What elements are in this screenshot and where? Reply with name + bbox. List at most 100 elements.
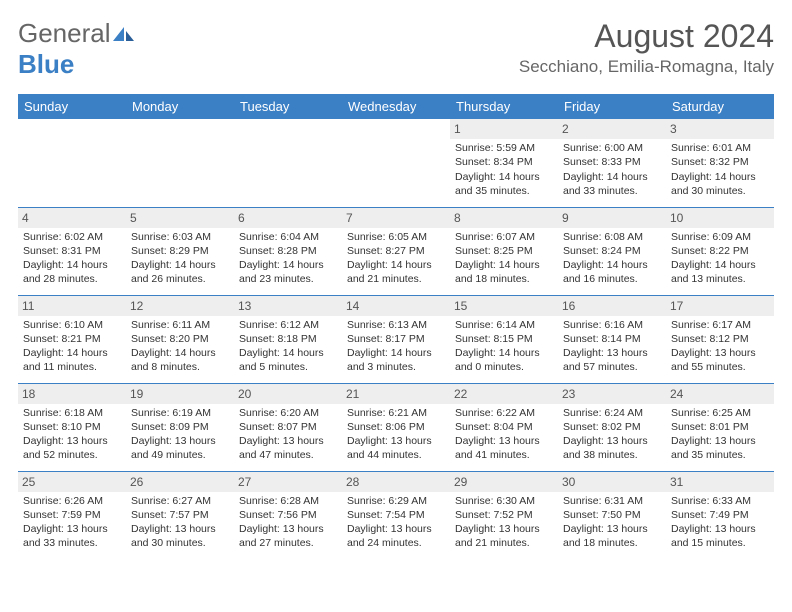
sunset-line: Sunset: 7:49 PM — [671, 508, 769, 522]
sunrise-line: Sunrise: 6:21 AM — [347, 406, 445, 420]
day-number: 5 — [126, 208, 234, 228]
day-info: Sunrise: 6:31 AMSunset: 7:50 PMDaylight:… — [562, 494, 662, 551]
day-info: Sunrise: 6:09 AMSunset: 8:22 PMDaylight:… — [670, 230, 770, 287]
day-info: Sunrise: 6:13 AMSunset: 8:17 PMDaylight:… — [346, 318, 446, 375]
day-number: 28 — [342, 472, 450, 492]
calendar-day-cell: 29Sunrise: 6:30 AMSunset: 7:52 PMDayligh… — [450, 471, 558, 559]
sunrise-line: Sunrise: 6:27 AM — [131, 494, 229, 508]
sunset-line: Sunset: 8:20 PM — [131, 332, 229, 346]
day-info: Sunrise: 6:16 AMSunset: 8:14 PMDaylight:… — [562, 318, 662, 375]
calendar-day-cell — [126, 119, 234, 207]
sunrise-line: Sunrise: 6:19 AM — [131, 406, 229, 420]
daylight-line: Daylight: 13 hours and 47 minutes. — [239, 434, 337, 462]
weekday-header: Monday — [126, 94, 234, 119]
sunset-line: Sunset: 8:10 PM — [23, 420, 121, 434]
calendar-day-cell: 11Sunrise: 6:10 AMSunset: 8:21 PMDayligh… — [18, 295, 126, 383]
sunset-line: Sunset: 8:18 PM — [239, 332, 337, 346]
sunset-line: Sunset: 8:04 PM — [455, 420, 553, 434]
daylight-line: Daylight: 14 hours and 8 minutes. — [131, 346, 229, 374]
day-info: Sunrise: 6:03 AMSunset: 8:29 PMDaylight:… — [130, 230, 230, 287]
sunrise-line: Sunrise: 6:10 AM — [23, 318, 121, 332]
daylight-line: Daylight: 13 hours and 18 minutes. — [563, 522, 661, 550]
daylight-line: Daylight: 14 hours and 26 minutes. — [131, 258, 229, 286]
day-info: Sunrise: 6:12 AMSunset: 8:18 PMDaylight:… — [238, 318, 338, 375]
sunrise-line: Sunrise: 6:01 AM — [671, 141, 769, 155]
weekday-header: Sunday — [18, 94, 126, 119]
calendar-day-cell: 27Sunrise: 6:28 AMSunset: 7:56 PMDayligh… — [234, 471, 342, 559]
day-info: Sunrise: 6:30 AMSunset: 7:52 PMDaylight:… — [454, 494, 554, 551]
day-info: Sunrise: 6:08 AMSunset: 8:24 PMDaylight:… — [562, 230, 662, 287]
day-number: 31 — [666, 472, 774, 492]
daylight-line: Daylight: 13 hours and 27 minutes. — [239, 522, 337, 550]
calendar-day-cell: 4Sunrise: 6:02 AMSunset: 8:31 PMDaylight… — [18, 207, 126, 295]
daylight-line: Daylight: 14 hours and 30 minutes. — [671, 170, 769, 198]
sunset-line: Sunset: 7:54 PM — [347, 508, 445, 522]
sunrise-line: Sunrise: 6:29 AM — [347, 494, 445, 508]
daylight-line: Daylight: 14 hours and 3 minutes. — [347, 346, 445, 374]
day-number: 30 — [558, 472, 666, 492]
sunset-line: Sunset: 8:07 PM — [239, 420, 337, 434]
day-info: Sunrise: 6:26 AMSunset: 7:59 PMDaylight:… — [22, 494, 122, 551]
day-number: 12 — [126, 296, 234, 316]
sunrise-line: Sunrise: 6:28 AM — [239, 494, 337, 508]
calendar-day-cell: 31Sunrise: 6:33 AMSunset: 7:49 PMDayligh… — [666, 471, 774, 559]
calendar-day-cell: 26Sunrise: 6:27 AMSunset: 7:57 PMDayligh… — [126, 471, 234, 559]
calendar-day-cell: 18Sunrise: 6:18 AMSunset: 8:10 PMDayligh… — [18, 383, 126, 471]
sunset-line: Sunset: 8:34 PM — [455, 155, 553, 169]
daylight-line: Daylight: 13 hours and 33 minutes. — [23, 522, 121, 550]
weekday-header: Thursday — [450, 94, 558, 119]
day-number: 9 — [558, 208, 666, 228]
day-info: Sunrise: 6:21 AMSunset: 8:06 PMDaylight:… — [346, 406, 446, 463]
calendar-day-cell: 5Sunrise: 6:03 AMSunset: 8:29 PMDaylight… — [126, 207, 234, 295]
calendar-day-cell: 10Sunrise: 6:09 AMSunset: 8:22 PMDayligh… — [666, 207, 774, 295]
daylight-line: Daylight: 13 hours and 57 minutes. — [563, 346, 661, 374]
sunrise-line: Sunrise: 6:20 AM — [239, 406, 337, 420]
day-info: Sunrise: 6:20 AMSunset: 8:07 PMDaylight:… — [238, 406, 338, 463]
sunrise-line: Sunrise: 6:03 AM — [131, 230, 229, 244]
calendar-day-cell: 8Sunrise: 6:07 AMSunset: 8:25 PMDaylight… — [450, 207, 558, 295]
day-number: 24 — [666, 384, 774, 404]
day-number: 19 — [126, 384, 234, 404]
daylight-line: Daylight: 14 hours and 11 minutes. — [23, 346, 121, 374]
calendar-day-cell: 19Sunrise: 6:19 AMSunset: 8:09 PMDayligh… — [126, 383, 234, 471]
sunset-line: Sunset: 8:32 PM — [671, 155, 769, 169]
day-info: Sunrise: 6:27 AMSunset: 7:57 PMDaylight:… — [130, 494, 230, 551]
day-info: Sunrise: 6:01 AMSunset: 8:32 PMDaylight:… — [670, 141, 770, 198]
daylight-line: Daylight: 14 hours and 21 minutes. — [347, 258, 445, 286]
calendar-day-cell: 1Sunrise: 5:59 AMSunset: 8:34 PMDaylight… — [450, 119, 558, 207]
sunrise-line: Sunrise: 6:08 AM — [563, 230, 661, 244]
day-info: Sunrise: 6:10 AMSunset: 8:21 PMDaylight:… — [22, 318, 122, 375]
sunrise-line: Sunrise: 5:59 AM — [455, 141, 553, 155]
day-info: Sunrise: 6:29 AMSunset: 7:54 PMDaylight:… — [346, 494, 446, 551]
day-number: 2 — [558, 119, 666, 139]
calendar-day-cell: 7Sunrise: 6:05 AMSunset: 8:27 PMDaylight… — [342, 207, 450, 295]
sunrise-line: Sunrise: 6:00 AM — [563, 141, 661, 155]
sunset-line: Sunset: 7:50 PM — [563, 508, 661, 522]
calendar-day-cell: 17Sunrise: 6:17 AMSunset: 8:12 PMDayligh… — [666, 295, 774, 383]
sunset-line: Sunset: 7:52 PM — [455, 508, 553, 522]
calendar-day-cell: 13Sunrise: 6:12 AMSunset: 8:18 PMDayligh… — [234, 295, 342, 383]
day-number: 7 — [342, 208, 450, 228]
calendar-day-cell: 28Sunrise: 6:29 AMSunset: 7:54 PMDayligh… — [342, 471, 450, 559]
daylight-line: Daylight: 14 hours and 5 minutes. — [239, 346, 337, 374]
calendar-header-row: SundayMondayTuesdayWednesdayThursdayFrid… — [18, 94, 774, 119]
day-info: Sunrise: 6:22 AMSunset: 8:04 PMDaylight:… — [454, 406, 554, 463]
day-info: Sunrise: 6:00 AMSunset: 8:33 PMDaylight:… — [562, 141, 662, 198]
day-number: 6 — [234, 208, 342, 228]
calendar-day-cell: 2Sunrise: 6:00 AMSunset: 8:33 PMDaylight… — [558, 119, 666, 207]
calendar-day-cell: 9Sunrise: 6:08 AMSunset: 8:24 PMDaylight… — [558, 207, 666, 295]
sunset-line: Sunset: 8:33 PM — [563, 155, 661, 169]
sunset-line: Sunset: 8:21 PM — [23, 332, 121, 346]
day-number: 11 — [18, 296, 126, 316]
day-info: Sunrise: 6:14 AMSunset: 8:15 PMDaylight:… — [454, 318, 554, 375]
calendar-day-cell: 15Sunrise: 6:14 AMSunset: 8:15 PMDayligh… — [450, 295, 558, 383]
weekday-header: Wednesday — [342, 94, 450, 119]
brand-sail-icon — [113, 18, 135, 49]
sunrise-line: Sunrise: 6:05 AM — [347, 230, 445, 244]
daylight-line: Daylight: 13 hours and 49 minutes. — [131, 434, 229, 462]
weekday-header: Friday — [558, 94, 666, 119]
day-number: 23 — [558, 384, 666, 404]
daylight-line: Daylight: 13 hours and 41 minutes. — [455, 434, 553, 462]
calendar-week-row: 4Sunrise: 6:02 AMSunset: 8:31 PMDaylight… — [18, 207, 774, 295]
daylight-line: Daylight: 13 hours and 24 minutes. — [347, 522, 445, 550]
